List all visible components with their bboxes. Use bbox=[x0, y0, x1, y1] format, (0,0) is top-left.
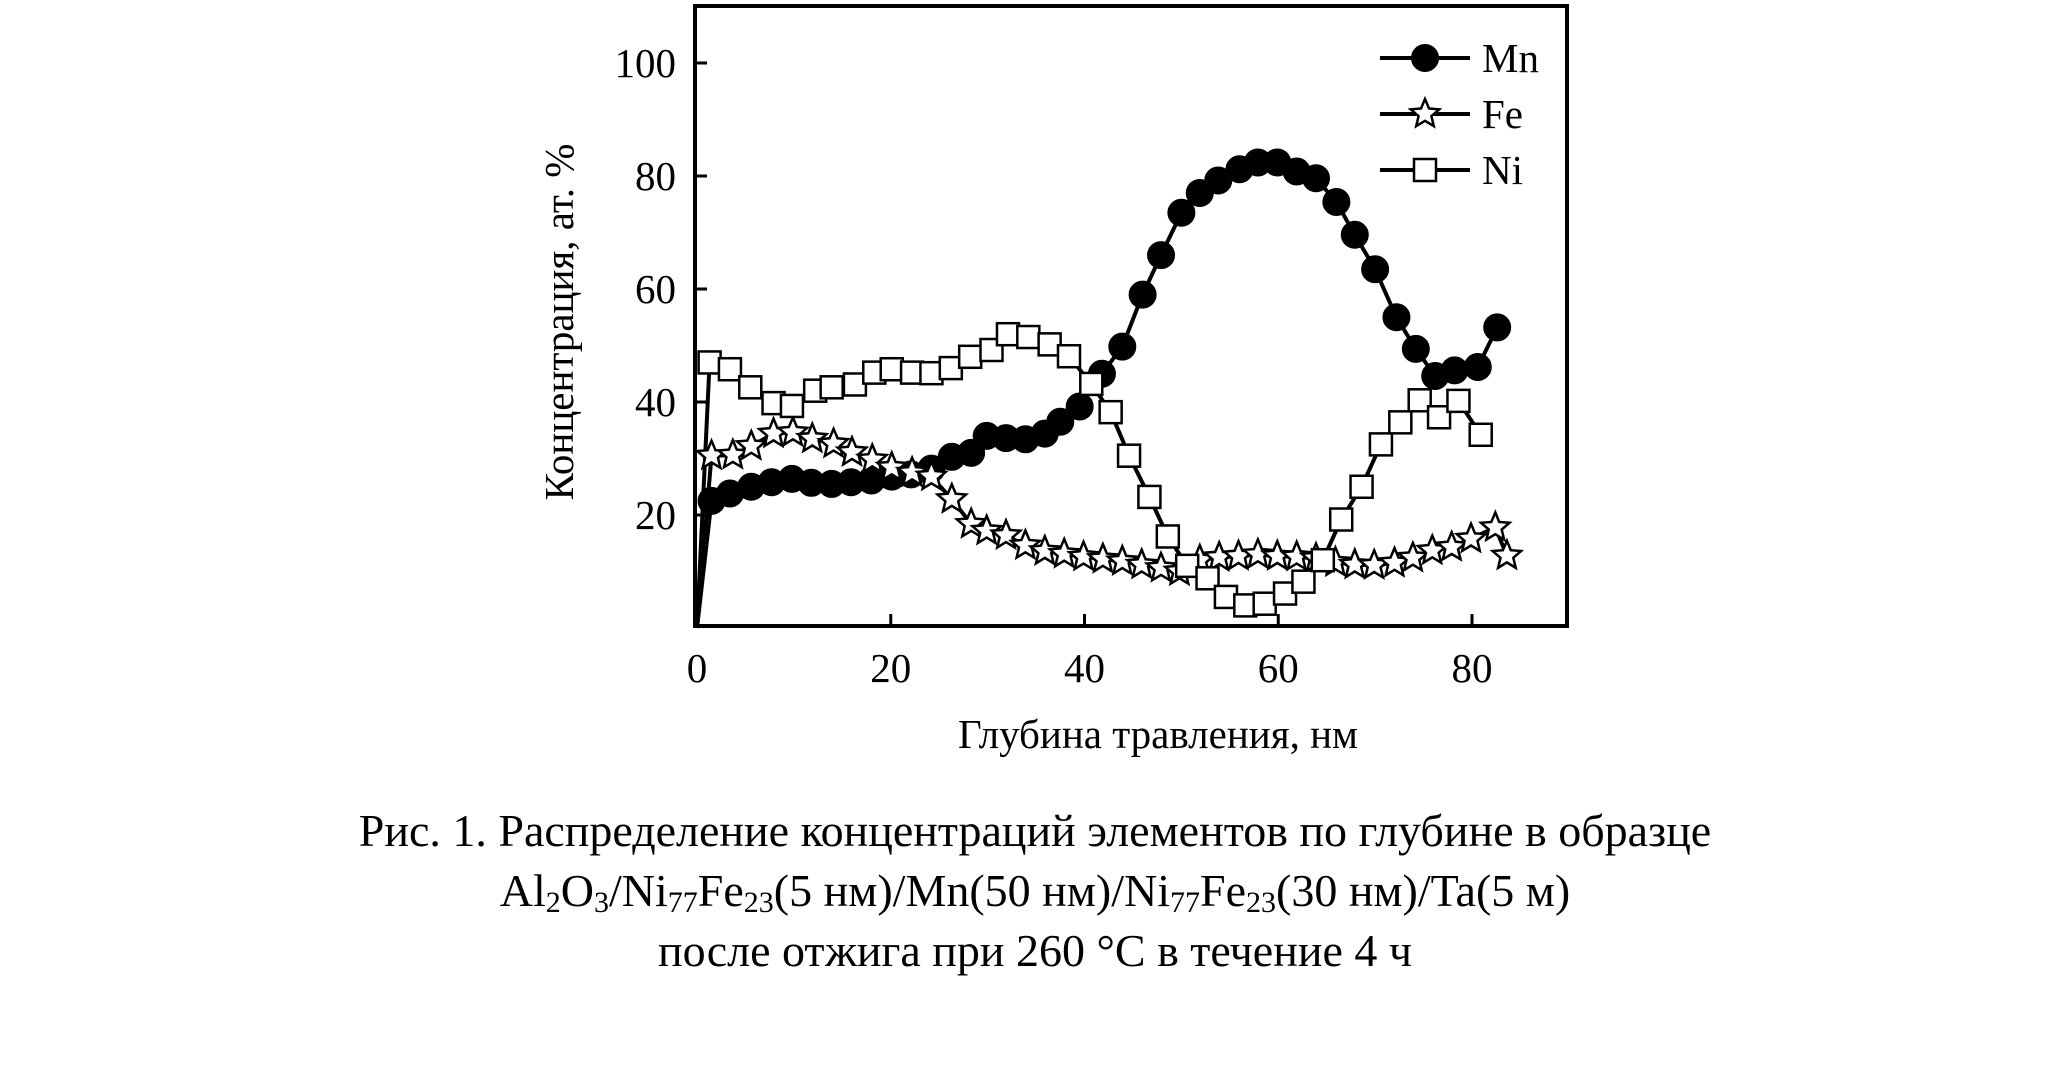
point-ni-37 bbox=[1407, 388, 1432, 413]
point-ni-2 bbox=[717, 356, 743, 382]
point-fe-42 bbox=[1489, 537, 1525, 571]
point-mn-20 bbox=[1065, 392, 1094, 421]
point-mn-33 bbox=[1322, 187, 1351, 216]
point-ni-33 bbox=[1328, 507, 1354, 532]
point-fe-37 bbox=[1395, 539, 1431, 573]
point-fe-11 bbox=[894, 454, 930, 488]
point-fe-18 bbox=[1027, 532, 1063, 566]
point-mn-27 bbox=[1204, 166, 1233, 195]
legend-label-fe: Fe bbox=[1482, 91, 1523, 137]
point-mn-35 bbox=[1361, 255, 1390, 284]
point-fe-17 bbox=[1008, 527, 1043, 561]
point-ni-1 bbox=[697, 350, 722, 375]
legend-marker-mn bbox=[1411, 44, 1439, 72]
point-fe-13 bbox=[934, 480, 970, 514]
point-fe-22 bbox=[1104, 543, 1140, 577]
point-mn-34 bbox=[1340, 220, 1369, 249]
point-fe-39 bbox=[1434, 528, 1469, 562]
point-mn-41 bbox=[1483, 313, 1512, 342]
point-mn-39 bbox=[1440, 356, 1469, 385]
point-ni-14 bbox=[957, 344, 983, 370]
point-ni-22 bbox=[1116, 443, 1142, 468]
point-fe-35 bbox=[1356, 547, 1392, 581]
series-line-fe bbox=[695, 430, 1509, 629]
point-fe-41 bbox=[1477, 509, 1513, 543]
point-fe-20 bbox=[1066, 538, 1101, 572]
plot-frame bbox=[693, 4, 1569, 628]
point-ni-7 bbox=[819, 375, 844, 400]
point-ni-35 bbox=[1368, 432, 1394, 457]
point-fe-3 bbox=[733, 427, 769, 461]
point-mn-40 bbox=[1463, 352, 1492, 381]
point-ni-20 bbox=[1079, 371, 1104, 397]
x-tick-label-60: 60 bbox=[1258, 645, 1299, 691]
point-mn-22 bbox=[1108, 332, 1137, 361]
point-ni-16 bbox=[995, 321, 1021, 347]
figure-caption-line-2: Al2O3/Ni77Fe23(5 нм)/Mn(50 нм)/Ni77Fe23(… bbox=[499, 865, 1571, 919]
point-fe-5 bbox=[775, 414, 811, 448]
point-ni-40 bbox=[1468, 422, 1493, 448]
point-mn-19 bbox=[1046, 407, 1075, 436]
depth-profile-chart: 0 20 40 60 80 20 40 60 80 100 Глубина травления, … bbox=[536, 4, 1569, 757]
point-ni-26 bbox=[1195, 566, 1220, 591]
point-fe-21 bbox=[1085, 540, 1121, 574]
point-fe-15 bbox=[969, 512, 1004, 546]
point-ni-21 bbox=[1098, 399, 1123, 425]
point-ni-38 bbox=[1426, 405, 1452, 430]
point-fe-31 bbox=[1279, 538, 1314, 572]
point-fe-40 bbox=[1453, 520, 1489, 554]
point-mn-23 bbox=[1128, 280, 1157, 309]
point-mn-25 bbox=[1167, 198, 1196, 227]
point-fe-6 bbox=[794, 420, 830, 454]
point-fe-29 bbox=[1240, 536, 1276, 570]
y-tick-label-100: 100 bbox=[615, 40, 677, 86]
point-fe-19 bbox=[1046, 535, 1082, 569]
legend-label-mn: Mn bbox=[1482, 35, 1539, 81]
point-mn-24 bbox=[1147, 241, 1176, 270]
point-ni-36 bbox=[1388, 410, 1413, 435]
legend: Mn Fe Ni bbox=[1380, 35, 1539, 193]
point-mn-37 bbox=[1401, 334, 1430, 363]
point-ni-10 bbox=[879, 356, 904, 382]
legend-marker-fe bbox=[1407, 95, 1443, 129]
point-fe-10 bbox=[874, 449, 910, 483]
point-ni-5 bbox=[779, 393, 805, 419]
point-ni-25 bbox=[1174, 553, 1200, 579]
point-ni-32 bbox=[1310, 547, 1336, 573]
figure-caption-line-1: Рис. 1. Распределение концентраций элеме… bbox=[358, 805, 1712, 856]
point-ni-29 bbox=[1252, 591, 1277, 616]
y-tick-label-20: 20 bbox=[635, 492, 676, 538]
x-tick-label-20: 20 bbox=[870, 645, 911, 691]
point-fe-8 bbox=[834, 434, 870, 468]
y-tick-label-40: 40 bbox=[635, 379, 676, 425]
x-tick-label-0: 0 bbox=[687, 645, 708, 691]
y-tick-label-80: 80 bbox=[635, 153, 676, 199]
x-axis-title: Глубина травления, нм bbox=[958, 711, 1358, 757]
figure-caption-line-3: после отжига при 260 °C в течение 4 ч bbox=[657, 925, 1413, 976]
point-ni-19 bbox=[1056, 343, 1082, 369]
y-tick-label-60: 60 bbox=[635, 266, 676, 312]
point-mn-36 bbox=[1382, 303, 1411, 332]
point-ni-17 bbox=[1016, 324, 1041, 350]
point-fe-12 bbox=[914, 458, 949, 492]
point-ni-31 bbox=[1291, 569, 1316, 594]
legend-marker-ni bbox=[1412, 157, 1438, 183]
x-tick-label-80: 80 bbox=[1452, 645, 1493, 691]
point-ni-24 bbox=[1155, 524, 1181, 549]
point-ni-23 bbox=[1137, 484, 1162, 510]
point-mn-32 bbox=[1302, 164, 1331, 193]
series-layer bbox=[694, 148, 1525, 629]
point-ni-3 bbox=[738, 375, 763, 400]
point-fe-23 bbox=[1124, 546, 1159, 580]
point-ni-39 bbox=[1446, 388, 1471, 414]
y-axis-title: Концентрация, ат. % bbox=[536, 144, 582, 501]
point-ni-34 bbox=[1349, 474, 1374, 499]
point-fe-24 bbox=[1143, 549, 1179, 583]
legend-label-ni: Ni bbox=[1482, 147, 1523, 193]
axis-ticks: 0 20 40 60 80 20 40 60 80 100 bbox=[615, 40, 1493, 691]
x-tick-label-40: 40 bbox=[1064, 645, 1105, 691]
